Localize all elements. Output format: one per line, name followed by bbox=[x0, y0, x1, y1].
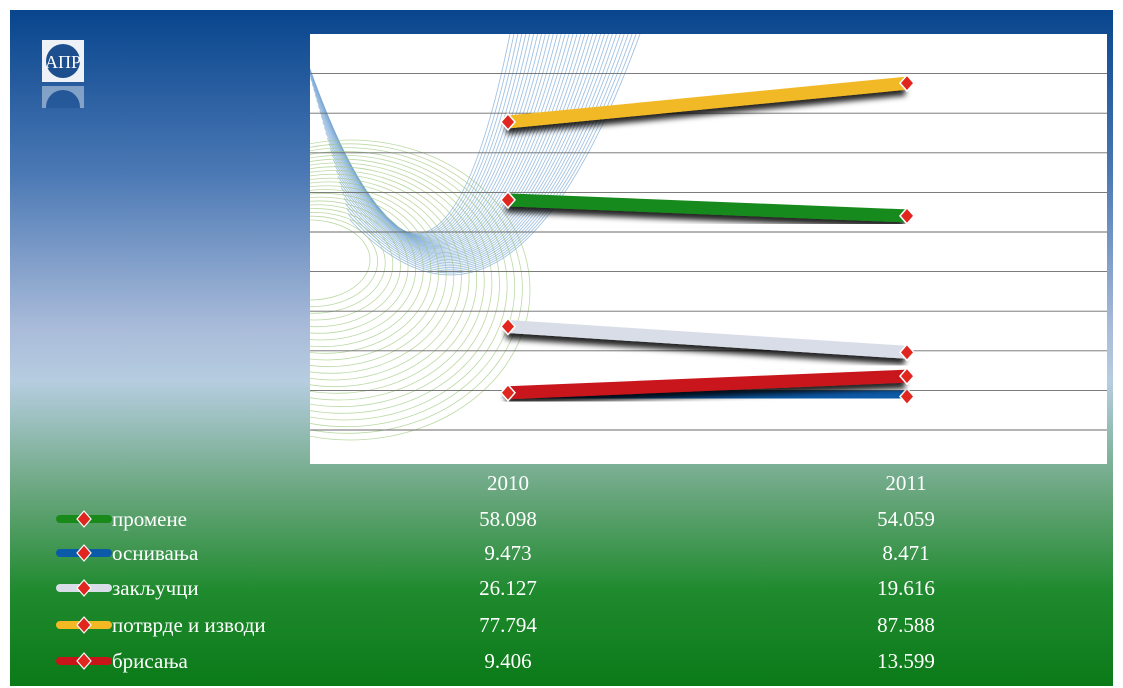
series-4 bbox=[500, 367, 915, 402]
legend-swatch bbox=[56, 510, 112, 528]
value-cell: 19.616 bbox=[877, 576, 935, 600]
series-2 bbox=[500, 317, 915, 362]
category-label-2011: 2011 bbox=[885, 471, 927, 495]
value-cell: 58.098 bbox=[479, 507, 537, 531]
value-cell: 77.794 bbox=[479, 613, 537, 637]
legend-label: закључци bbox=[112, 576, 199, 600]
series-3 bbox=[500, 74, 915, 132]
legend-label: промене bbox=[112, 507, 188, 531]
series-line bbox=[507, 320, 908, 359]
legend-label: потврде и изводи bbox=[112, 613, 266, 637]
data-point-marker bbox=[500, 383, 516, 402]
slide: АПР 2010 2011 промене 58.098 54.059 оснивањ… bbox=[10, 10, 1113, 686]
series-line bbox=[507, 369, 908, 400]
data-point-marker bbox=[899, 343, 915, 362]
value-cell: 54.059 bbox=[877, 507, 935, 531]
legend-label: оснивања bbox=[112, 541, 199, 565]
data-point-marker bbox=[899, 387, 915, 406]
legend-swatch bbox=[56, 616, 112, 634]
series-0 bbox=[500, 190, 915, 226]
value-cell: 26.127 bbox=[479, 576, 537, 600]
data-point-marker bbox=[500, 317, 516, 336]
data-point-marker bbox=[500, 190, 516, 210]
line-chart bbox=[310, 34, 1107, 464]
value-cell: 9.406 bbox=[484, 649, 532, 673]
legend-swatch bbox=[56, 579, 112, 597]
value-cell: 13.599 bbox=[877, 649, 935, 673]
category-label-2010: 2010 bbox=[487, 471, 529, 495]
value-cell: 8.471 bbox=[882, 541, 930, 565]
data-point-marker bbox=[899, 206, 915, 226]
atr-logo-reflection bbox=[42, 86, 84, 108]
series-line bbox=[507, 76, 908, 129]
value-cell: 87.588 bbox=[877, 613, 935, 637]
legend-swatch bbox=[56, 652, 112, 670]
value-cell: 9.473 bbox=[484, 541, 532, 565]
series-line bbox=[507, 193, 908, 223]
logo-text: АПР bbox=[45, 52, 81, 72]
data-point-marker bbox=[899, 74, 915, 93]
data-point-marker bbox=[899, 367, 915, 386]
legend-label: брисања bbox=[112, 649, 188, 673]
data-point-marker bbox=[500, 112, 516, 132]
grid-lines bbox=[310, 73, 1107, 431]
series-layer bbox=[500, 74, 915, 406]
atr-logo: АПР bbox=[42, 40, 84, 82]
legend-swatch bbox=[56, 544, 112, 562]
